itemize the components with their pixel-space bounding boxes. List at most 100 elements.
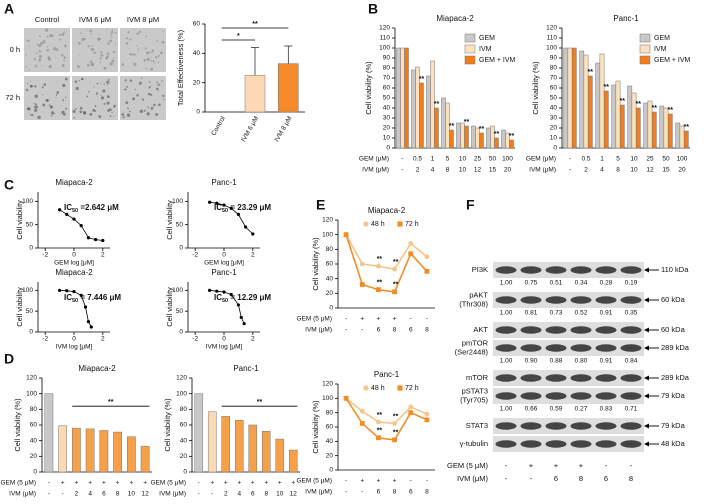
y-tick-label: 80 xyxy=(30,406,38,413)
x-row-label: IVM (μM) xyxy=(529,167,556,174)
cell-speck xyxy=(133,62,137,66)
y-tick-label: 40 xyxy=(383,105,391,112)
bar xyxy=(275,438,285,473)
legend-label: IVM xyxy=(479,46,492,53)
x-row-value: 2 xyxy=(224,491,228,498)
y-axis-label: Cell viability (%) xyxy=(311,400,320,454)
cell-speck xyxy=(156,40,159,42)
cell-speck xyxy=(100,96,105,100)
cell-speck xyxy=(100,94,102,96)
cell-speck xyxy=(91,63,94,67)
x-row-value: + xyxy=(393,478,397,485)
bar xyxy=(603,90,609,149)
cell-speck xyxy=(63,56,67,59)
x-row-label: GEM (5 μM) xyxy=(0,480,36,487)
cell-speck xyxy=(110,30,114,34)
cell-speck xyxy=(89,29,93,33)
blot-band xyxy=(595,374,617,382)
blot-band xyxy=(620,422,642,430)
y-tick-label: 120 xyxy=(322,217,333,224)
cell-speck xyxy=(33,108,38,112)
bar xyxy=(667,113,673,149)
cell-speck xyxy=(58,33,62,37)
cell-speck xyxy=(42,103,46,107)
bar xyxy=(651,111,657,149)
bar xyxy=(430,60,435,149)
y-axis-label: Cell viability (%) xyxy=(163,398,172,452)
blot-band xyxy=(595,344,617,352)
blot-band xyxy=(570,296,592,304)
x-row-value: 8 xyxy=(425,489,429,496)
cell-speck xyxy=(103,102,106,105)
significance: ** xyxy=(509,133,515,140)
bar xyxy=(683,130,689,149)
cell-speck xyxy=(112,50,116,54)
data-point xyxy=(244,225,248,229)
cell-speck xyxy=(64,96,67,99)
significance: ** xyxy=(377,280,383,287)
bar xyxy=(278,63,299,113)
data-point xyxy=(408,410,414,416)
cell-speck xyxy=(93,51,97,55)
panel-letter: D xyxy=(4,351,14,367)
significance: ** xyxy=(636,101,642,108)
cell-speck xyxy=(103,66,107,70)
x-row-label: GEM (5 μM) xyxy=(296,478,332,485)
y-tick-label: 10 xyxy=(550,135,558,142)
cell-speck xyxy=(107,84,109,86)
cell-speck xyxy=(103,83,105,85)
ic50-label: IC50 = 7.446 μM xyxy=(64,293,121,304)
cell-speck xyxy=(129,53,132,56)
ic50-part: IC xyxy=(214,203,222,212)
y-tick-label: 100 xyxy=(26,390,37,397)
cell-speck xyxy=(63,31,66,34)
x-row-value: 15 xyxy=(662,167,670,174)
cell-speck xyxy=(83,111,87,115)
cell-speck xyxy=(100,53,104,57)
blot-band xyxy=(545,296,567,304)
data-point xyxy=(58,288,62,292)
cell-speck xyxy=(31,113,34,117)
bar xyxy=(509,139,514,149)
cell-speck xyxy=(63,59,65,62)
cell-speck xyxy=(86,95,89,98)
blot-band xyxy=(520,296,542,304)
cell-speck xyxy=(153,103,156,107)
data-point xyxy=(236,303,240,307)
y-axis-label: Total Effectiveness (%) xyxy=(176,29,185,106)
x-row-value: 100 xyxy=(677,156,688,163)
y-axis-label: Cell viability xyxy=(165,287,174,327)
cell-speck xyxy=(61,32,65,36)
data-point xyxy=(86,236,90,240)
blot-strip xyxy=(493,262,644,278)
x-row-label: GEM (μM) xyxy=(359,156,389,163)
legend-marker xyxy=(363,385,369,391)
y-tick-label: 120 xyxy=(379,25,390,32)
kda-label: 60 kDa xyxy=(661,295,686,304)
cell-speck xyxy=(154,63,156,65)
cell-speck xyxy=(75,86,79,91)
cell-speck xyxy=(150,67,154,71)
cell-speck xyxy=(63,113,66,116)
micrograph xyxy=(72,76,118,120)
cell-speck xyxy=(157,84,160,87)
arrow-head xyxy=(644,267,649,273)
blot-strip xyxy=(493,418,644,434)
cell-speck xyxy=(93,86,95,88)
bar xyxy=(441,97,446,149)
y-tick-label: 0 xyxy=(29,329,33,336)
cell-speck xyxy=(138,47,140,49)
micrograph xyxy=(120,28,166,72)
arrow-head xyxy=(644,423,649,429)
cell-speck xyxy=(36,43,39,46)
y-tick-label: 90 xyxy=(383,55,391,62)
x-row-value: 2 xyxy=(416,167,420,174)
cell-speck xyxy=(129,79,133,82)
cell-speck xyxy=(47,57,51,61)
cell-speck xyxy=(126,113,131,117)
data-point xyxy=(242,322,246,326)
y-tick-label: 110 xyxy=(547,35,558,42)
data-point xyxy=(424,417,430,423)
bar xyxy=(663,107,669,149)
